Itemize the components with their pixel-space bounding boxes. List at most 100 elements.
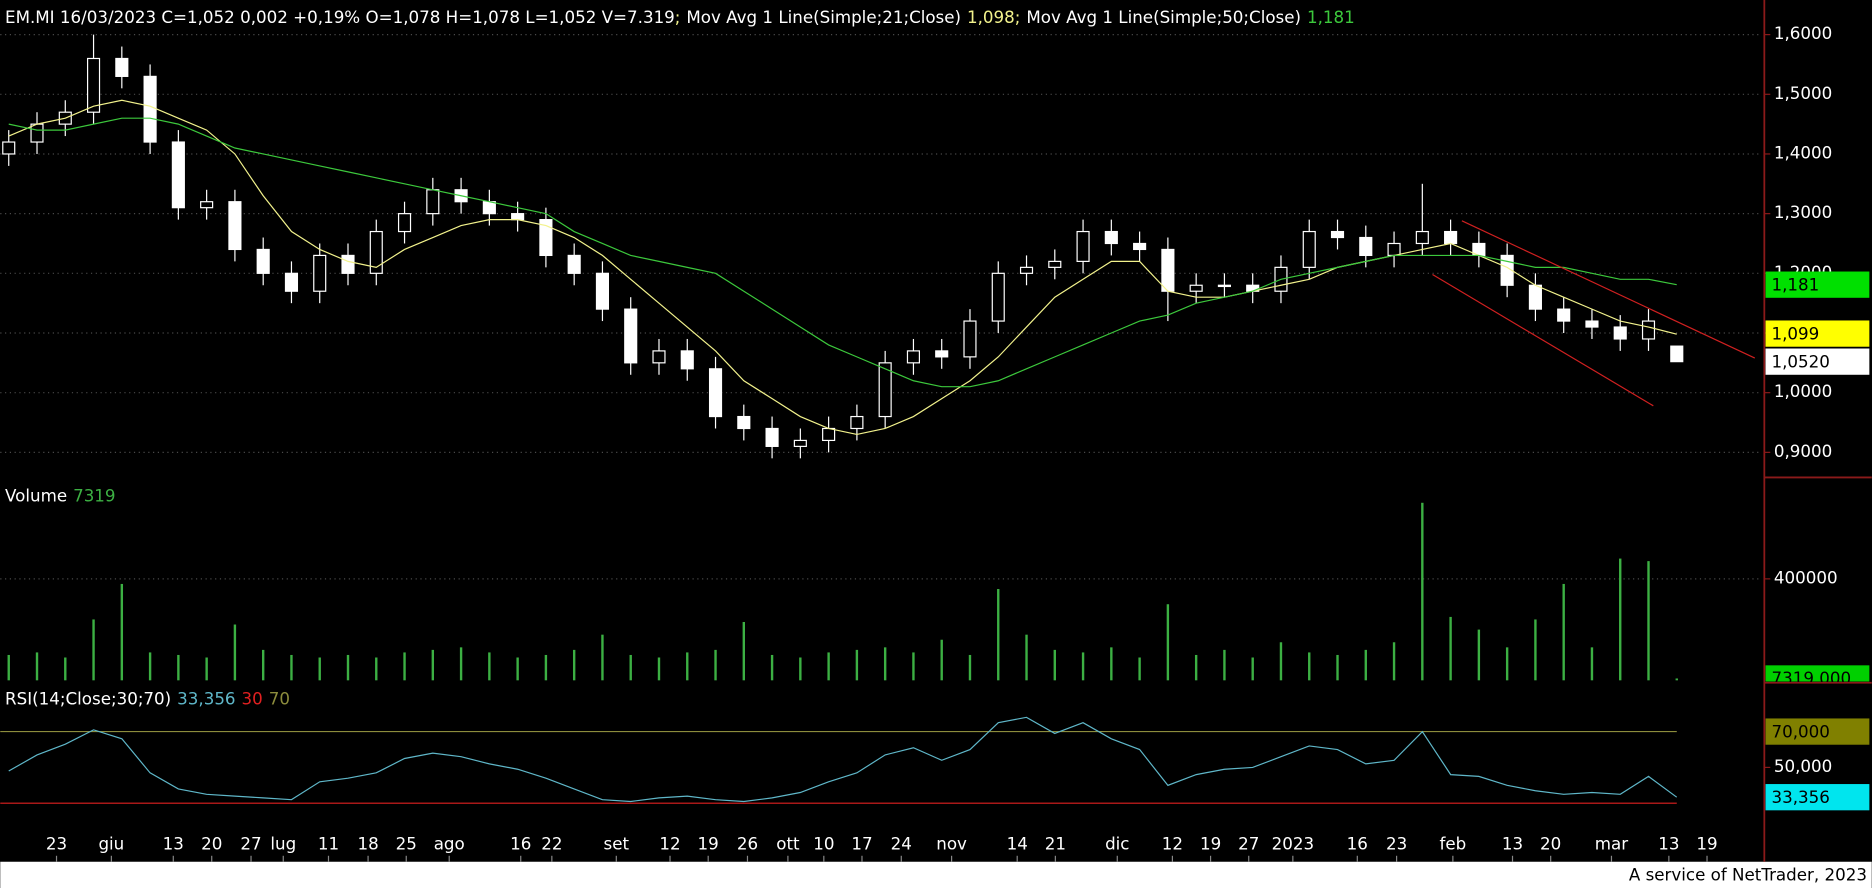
x-tick-label: 12	[659, 834, 680, 854]
x-tick-label: 13	[1658, 834, 1679, 854]
axis-badge-label: 7319,000	[1771, 668, 1851, 688]
candle-body	[200, 201, 214, 209]
volume-bar	[1619, 558, 1622, 681]
y-tick-label: 400000	[1774, 567, 1838, 587]
candle-body	[228, 201, 242, 251]
x-tick-label: 23	[46, 834, 67, 854]
candle-body	[1670, 345, 1684, 363]
x-tick-label: 19	[1696, 834, 1717, 854]
x-tick-label: lug	[270, 834, 296, 854]
quote-header: EM.MI 16/03/2023 C=1,052 0,002 +0,19% O=…	[5, 6, 1355, 26]
candle-body	[1076, 230, 1090, 262]
candle-body	[115, 57, 129, 77]
candle-body	[935, 350, 949, 358]
volume-bar	[92, 619, 95, 681]
axis-badge	[1765, 320, 1870, 347]
axis-badges: 7319,000	[1765, 665, 1870, 688]
candle-body	[86, 57, 101, 113]
x-tick-label: 22	[541, 834, 562, 854]
y-tick-label: 0,9000	[1774, 441, 1832, 461]
volume-bar	[1449, 616, 1452, 681]
volume-bar	[572, 649, 576, 681]
x-tick-label: 12	[1162, 834, 1183, 854]
candle-body	[397, 213, 412, 233]
volume-bar	[1675, 678, 1678, 681]
axis-badge-label: 33,356	[1771, 787, 1829, 807]
candle-body	[1557, 308, 1571, 322]
volume-bar	[459, 647, 463, 681]
candle-body	[30, 123, 44, 143]
y-tick-label: 1,0000	[1774, 381, 1832, 401]
level-label: 30	[242, 688, 263, 708]
candle-body	[2, 141, 16, 155]
volume-bar	[375, 657, 378, 681]
panel-value: 7319	[73, 485, 115, 505]
candle-body	[1048, 260, 1062, 268]
x-tick-label: 20	[1540, 834, 1561, 854]
candle-body	[906, 350, 921, 364]
x-tick-label: mar	[1595, 834, 1628, 854]
candle-body	[850, 415, 864, 430]
candle-body	[1528, 284, 1542, 310]
x-tick-label: dic	[1105, 834, 1129, 854]
candle-body	[765, 427, 779, 447]
chart-background	[0, 0, 1871, 862]
volume-bar	[1138, 657, 1141, 681]
volume-bar	[714, 649, 717, 681]
volume-bar	[35, 652, 39, 681]
volume-bar	[1336, 654, 1339, 681]
volume-bar	[1025, 634, 1028, 681]
volume-bar	[120, 583, 124, 681]
y-tick-label: 1,6000	[1774, 23, 1832, 43]
volume-bar	[1505, 647, 1509, 681]
x-tick-label: 18	[357, 834, 378, 854]
candle-body	[511, 213, 525, 221]
panel-header: RSI(14;Close;30;70) 33,356 30 70	[5, 688, 290, 708]
volume-bar	[1477, 629, 1481, 681]
quote-title: EM.MI 16/03/2023 C=1,052 0,002 +0,19% O=…	[5, 6, 675, 26]
x-tick-label: 16	[1347, 834, 1368, 854]
trend-line	[1432, 274, 1654, 407]
axis-badge-label: 1,099	[1771, 323, 1819, 343]
candle-body	[878, 362, 892, 418]
volume-bar	[1194, 654, 1198, 681]
candle-body	[793, 439, 807, 447]
panel-value: 33,356	[177, 688, 235, 708]
candle-body	[1161, 248, 1175, 292]
volume-bar	[629, 654, 632, 681]
volume-bar	[261, 649, 265, 681]
candle-body	[680, 350, 694, 370]
candle-body	[171, 141, 185, 209]
moving-average-line	[8, 117, 1677, 388]
candle-body	[1302, 230, 1316, 268]
volume-bar	[1081, 652, 1085, 681]
axis-badges: 70,000 33,356	[1765, 718, 1870, 811]
x-tick-label: 23	[1386, 834, 1407, 854]
axis-badge	[1765, 665, 1870, 682]
x-tick-label: 11	[318, 834, 339, 854]
footer: A service of NetTrader, 2023	[1629, 865, 1867, 885]
y-tick-label: 50,000	[1774, 756, 1832, 776]
x-tick-label: 13	[1502, 834, 1523, 854]
panel-title: RSI(14;Close;30;70)	[5, 688, 171, 708]
candle-body	[822, 427, 836, 442]
y-tick-label: 1,5000	[1774, 83, 1832, 103]
candle-body	[1444, 230, 1458, 245]
x-tick-label: 26	[737, 834, 758, 854]
axis-badge-label: 1,0520	[1771, 351, 1829, 371]
volume-bar	[1308, 652, 1311, 681]
candle-body	[143, 75, 157, 143]
footer-background	[0, 861, 1872, 888]
volume-bar	[318, 657, 321, 681]
candle-body	[341, 254, 355, 274]
candle-body	[1641, 320, 1656, 340]
candle-body	[652, 350, 666, 364]
candle-body	[1019, 266, 1034, 274]
volume-bar	[148, 652, 152, 681]
volume-bar	[997, 589, 1000, 681]
candle-body	[1415, 230, 1429, 245]
candle-body	[426, 189, 440, 215]
volume-bar	[968, 654, 972, 681]
x-tick-label: set	[604, 834, 630, 854]
